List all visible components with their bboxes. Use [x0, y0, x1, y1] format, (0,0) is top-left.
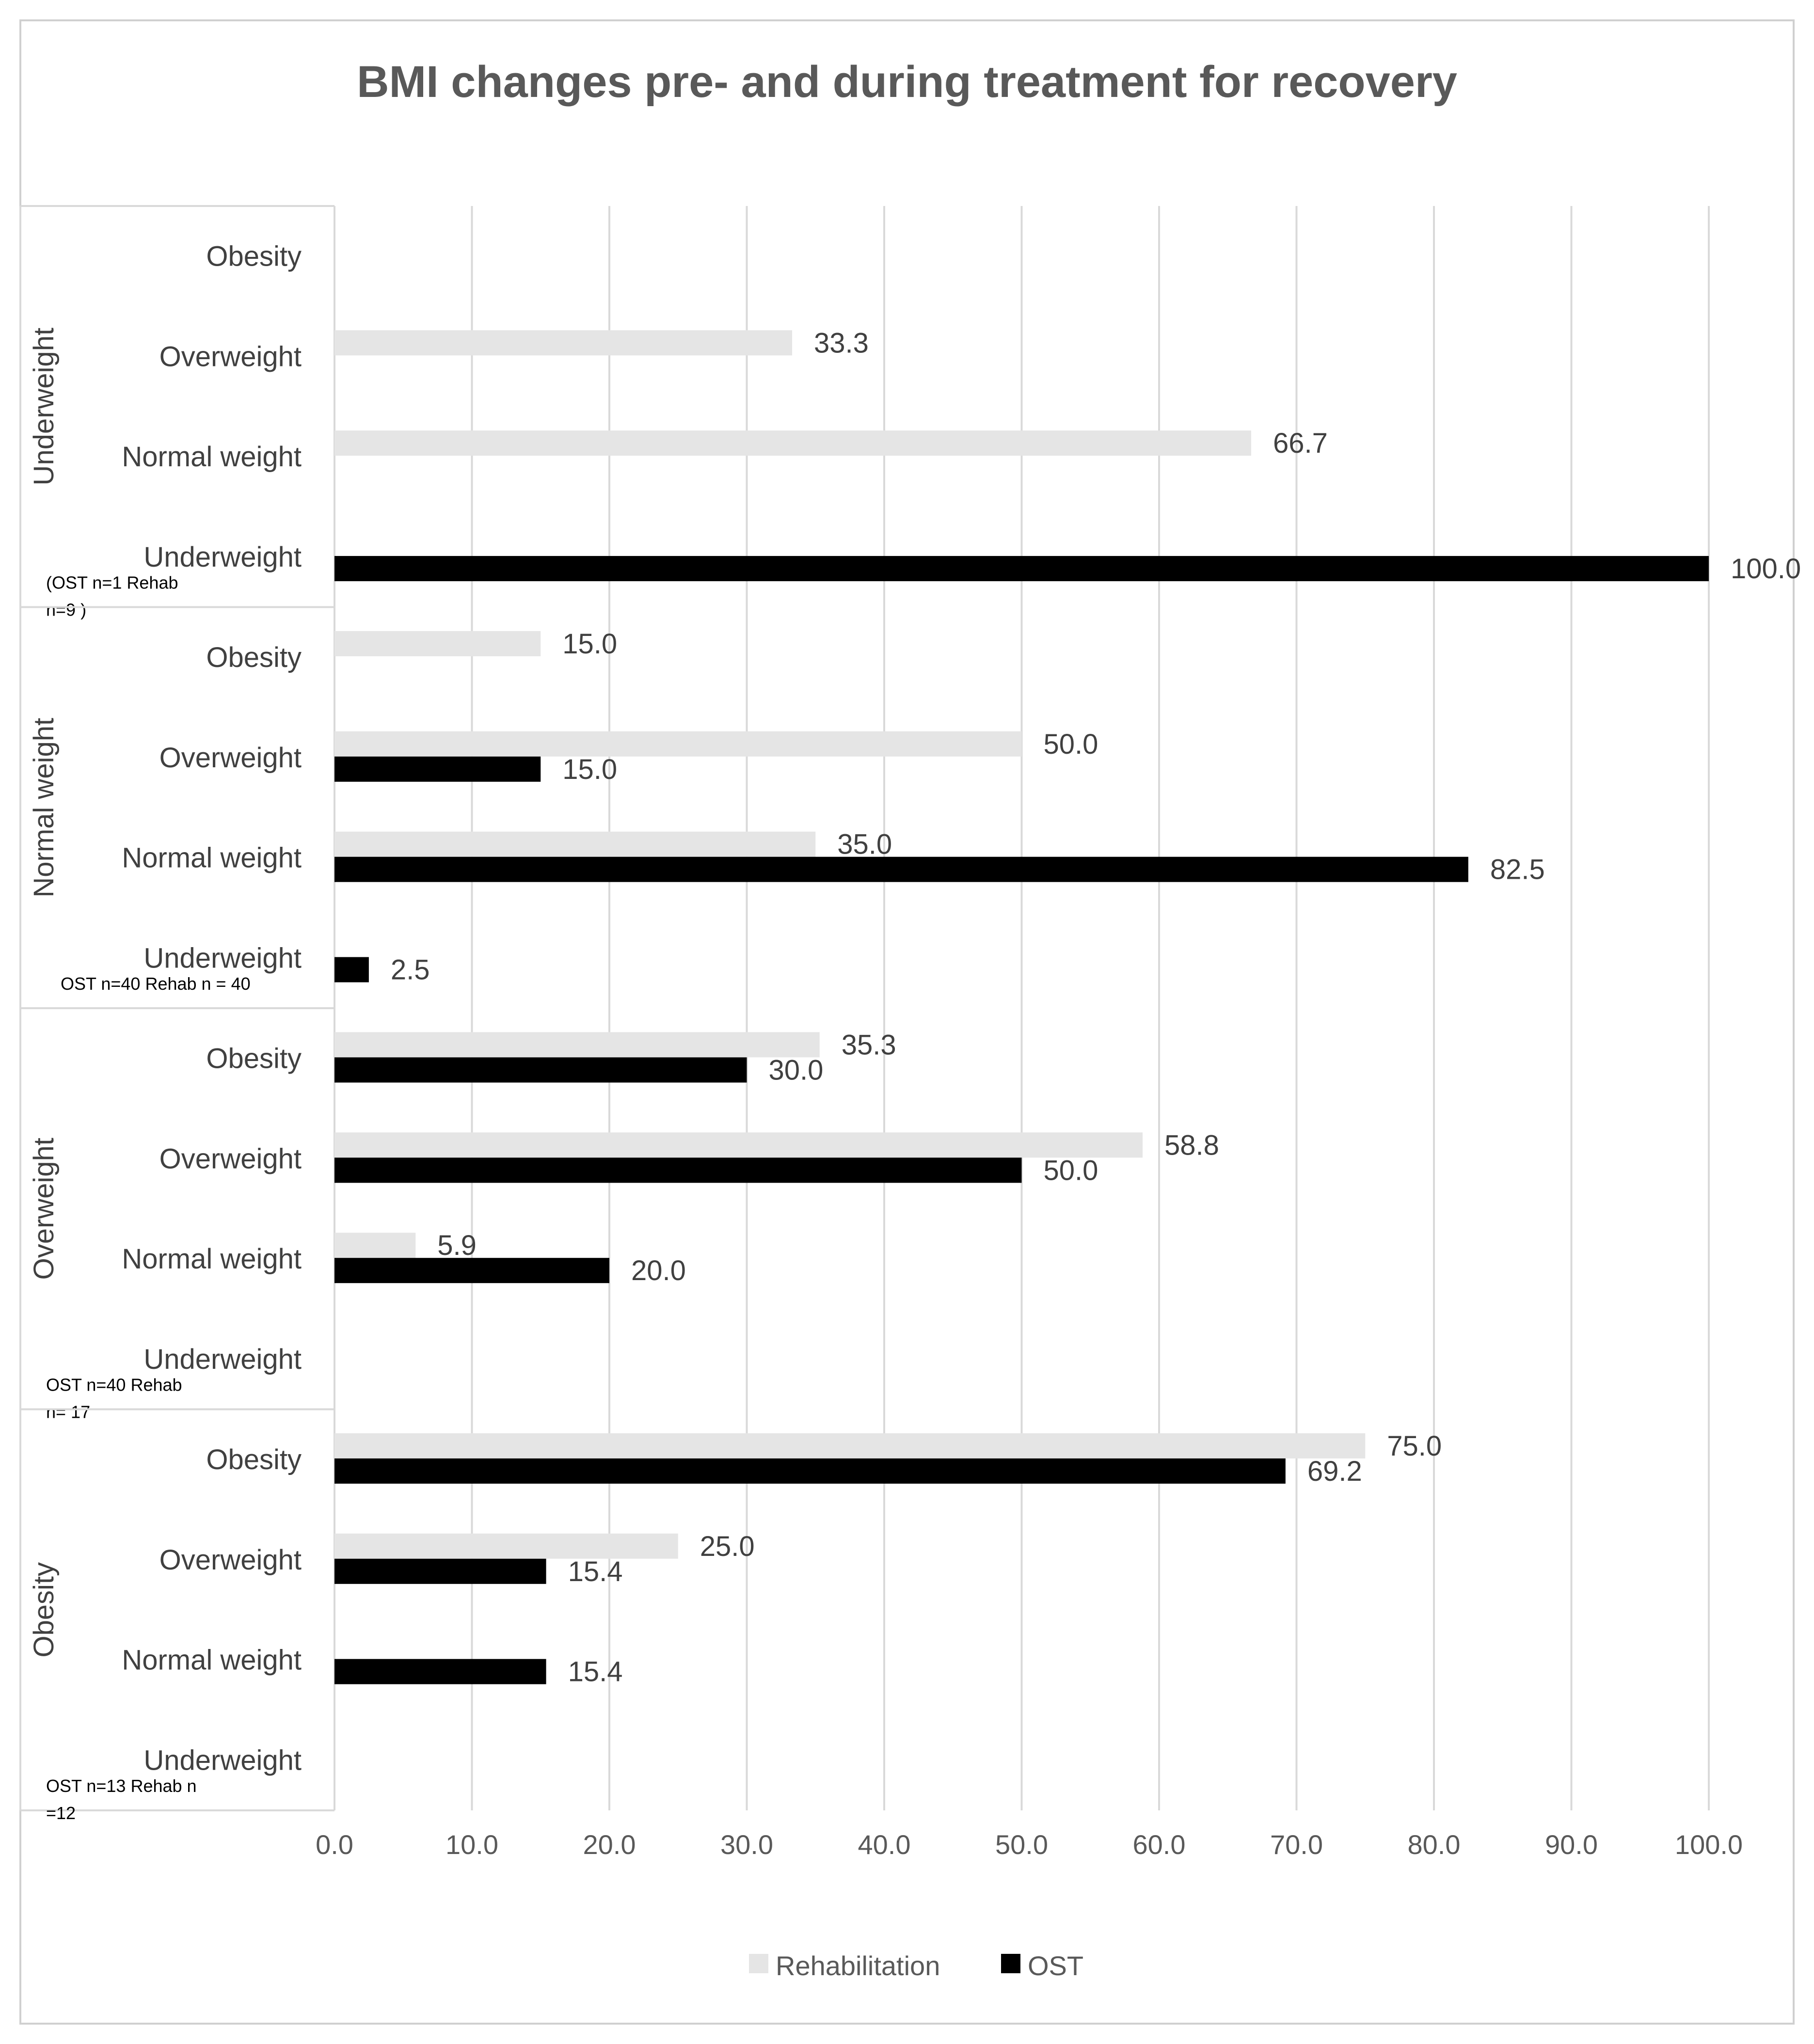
sample-size-note: OST n=13 Rehab n: [46, 1776, 197, 1796]
chart-frame: [19, 19, 1795, 2025]
data-label: 35.3: [842, 1029, 896, 1061]
category-label: Obesity: [206, 1043, 302, 1074]
x-tick-label: 100.0: [1675, 1829, 1743, 1860]
category-label: Overweight: [159, 742, 302, 774]
sample-size-note: OST n=40 Rehab n = 40: [61, 974, 251, 994]
bar-ost: [334, 1157, 1022, 1183]
x-tick-label: 40.0: [858, 1829, 911, 1860]
sample-size-note: n=9 ): [46, 600, 86, 620]
data-label: 2.5: [391, 954, 430, 986]
chart-title: BMI changes pre- and during treatment fo…: [357, 57, 1457, 107]
bar-ost: [334, 1057, 747, 1083]
bar-rehabilitation: [334, 1032, 820, 1058]
bar-rehabilitation: [334, 1233, 416, 1258]
group-label: Normal weight: [28, 718, 60, 898]
x-axis-ticks: 0.0 10.0 20.0 30.0 40.0 50.0 60.0 70.0 80.0 90.0 1…: [316, 1829, 1743, 1860]
x-tick-label: 20.0: [583, 1829, 636, 1860]
category-label: Underweight: [143, 541, 302, 573]
data-label: 30.0: [769, 1054, 824, 1086]
data-label: 66.7: [1273, 428, 1328, 459]
data-label: 82.5: [1490, 854, 1545, 886]
sample-size-note: OST n=40 Rehab: [46, 1375, 182, 1395]
bar-ost: [334, 756, 541, 782]
group-label: Underweight: [28, 328, 60, 486]
bar-rehabilitation: [334, 631, 541, 656]
data-label: 15.0: [562, 754, 617, 785]
data-label: 15.0: [562, 628, 617, 660]
sample-size-note: n= 17: [46, 1402, 90, 1422]
data-label: 75.0: [1387, 1430, 1442, 1462]
bar-ost: [334, 1558, 546, 1584]
bar-rehabilitation: [334, 1433, 1366, 1458]
x-tick-label: 70.0: [1270, 1829, 1323, 1860]
legend-label: OST: [1028, 1950, 1083, 1981]
x-tick-label: 0.0: [316, 1829, 353, 1860]
bar-rehabilitation: [334, 430, 1251, 456]
sample-size-note: (OST n=1 Rehab: [46, 573, 178, 593]
data-label: 69.2: [1307, 1456, 1362, 1487]
data-label: 15.4: [568, 1556, 623, 1587]
legend: Rehabilitation OST: [749, 1950, 1083, 1981]
bar-rehabilitation: [334, 1132, 1143, 1158]
data-label: 20.0: [631, 1255, 686, 1286]
sample-size-note: =12: [46, 1803, 76, 1823]
bars: [334, 330, 1709, 1684]
category-label: Normal weight: [122, 842, 302, 874]
category-label: Obesity: [206, 642, 302, 673]
x-tick-label: 90.0: [1545, 1829, 1598, 1860]
data-label: 50.0: [1044, 1155, 1098, 1186]
data-label: 100.0: [1731, 553, 1801, 585]
x-tick-label: 60.0: [1133, 1829, 1186, 1860]
data-labels: 33.3 66.7 100.0 15.0 50.0 15.0 35.0 82.5 2.5 35.3…: [391, 327, 1801, 1687]
bar-ost: [334, 556, 1709, 582]
legend-swatch-rehabilitation: [749, 1954, 768, 1973]
category-label: Underweight: [143, 1344, 302, 1375]
category-label: Overweight: [159, 1544, 302, 1576]
legend-swatch-ost: [1001, 1954, 1020, 1973]
data-label: 5.9: [437, 1230, 477, 1261]
group-label: Overweight: [28, 1138, 60, 1280]
category-label: Overweight: [159, 1143, 302, 1174]
category-label: Normal weight: [122, 1645, 302, 1676]
bar-rehabilitation: [334, 1533, 678, 1559]
bar-ost: [334, 1659, 546, 1684]
category-label: Underweight: [143, 1745, 302, 1776]
x-tick-label: 30.0: [720, 1829, 773, 1860]
legend-label: Rehabilitation: [776, 1950, 940, 1981]
category-label: Obesity: [206, 240, 302, 272]
x-tick-label: 10.0: [446, 1829, 498, 1860]
bar-ost: [334, 957, 369, 982]
bar-rehabilitation: [334, 831, 816, 857]
bar-rehabilitation: [334, 731, 1022, 757]
data-label: 58.8: [1164, 1129, 1219, 1161]
category-label: Overweight: [159, 341, 302, 372]
data-label: 50.0: [1044, 729, 1098, 760]
data-label: 35.0: [837, 829, 892, 860]
data-label: 33.3: [814, 327, 869, 359]
bar-ost: [334, 856, 1468, 882]
bar-ost: [334, 1258, 609, 1283]
x-tick-label: 80.0: [1408, 1829, 1461, 1860]
data-label: 15.4: [568, 1656, 623, 1688]
bar-ost: [334, 1458, 1286, 1484]
category-label: Normal weight: [122, 1243, 302, 1275]
category-label: Obesity: [206, 1444, 302, 1475]
group-label: Obesity: [28, 1562, 60, 1658]
category-label: Underweight: [143, 943, 302, 974]
category-label: Normal weight: [122, 441, 302, 473]
bar-rehabilitation: [334, 330, 793, 356]
data-label: 25.0: [700, 1531, 755, 1562]
x-tick-label: 50.0: [995, 1829, 1048, 1860]
